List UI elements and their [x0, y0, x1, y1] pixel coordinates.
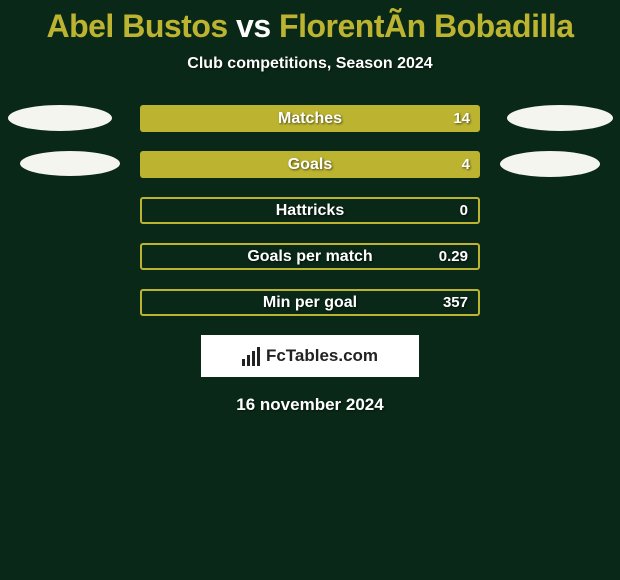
right-ellipse-icon [500, 151, 600, 177]
stat-row-hattricks: Hattricks 0 [0, 197, 620, 224]
player1-name: Abel Bustos [46, 8, 227, 44]
stat-label-gpm: Goals per match [247, 248, 372, 266]
stat-value-goals: 4 [462, 156, 470, 173]
attribution-box[interactable]: FcTables.com [201, 335, 419, 377]
stat-row-matches: Matches 14 [0, 105, 620, 132]
stat-label-hattricks: Hattricks [276, 202, 344, 220]
stat-bar: Min per goal 357 [140, 289, 480, 316]
stat-bar: Hattricks 0 [140, 197, 480, 224]
left-ellipse-icon [20, 151, 120, 176]
bar-chart-icon [242, 346, 260, 366]
stats-container: Matches 14 Goals 4 Hattricks 0 Goals per… [0, 105, 620, 316]
stat-label-mpg: Min per goal [263, 294, 357, 312]
vs-text: vs [236, 8, 271, 44]
stat-label-matches: Matches [278, 110, 342, 128]
stat-bar: Matches 14 [140, 105, 480, 132]
subtitle-text: Club competitions, Season 2024 [0, 55, 620, 73]
player2-name: FlorentÃ­n Bobadilla [279, 8, 574, 44]
attribution-label: FcTables.com [266, 346, 378, 366]
stat-row-gpm: Goals per match 0.29 [0, 243, 620, 270]
left-ellipse-icon [8, 105, 112, 131]
stat-bar: Goals 4 [140, 151, 480, 178]
stat-row-mpg: Min per goal 357 [0, 289, 620, 316]
date-label: 16 november 2024 [0, 395, 620, 415]
stat-bar: Goals per match 0.29 [140, 243, 480, 270]
stat-value-hattricks: 0 [460, 202, 468, 219]
stat-value-gpm: 0.29 [439, 248, 468, 265]
stat-value-mpg: 357 [443, 294, 468, 311]
right-ellipse-icon [507, 105, 613, 131]
stat-value-matches: 14 [453, 110, 470, 127]
comparison-title: Abel Bustos vs FlorentÃ­n Bobadilla [0, 0, 620, 45]
stat-row-goals: Goals 4 [0, 151, 620, 178]
stat-label-goals: Goals [288, 156, 332, 174]
